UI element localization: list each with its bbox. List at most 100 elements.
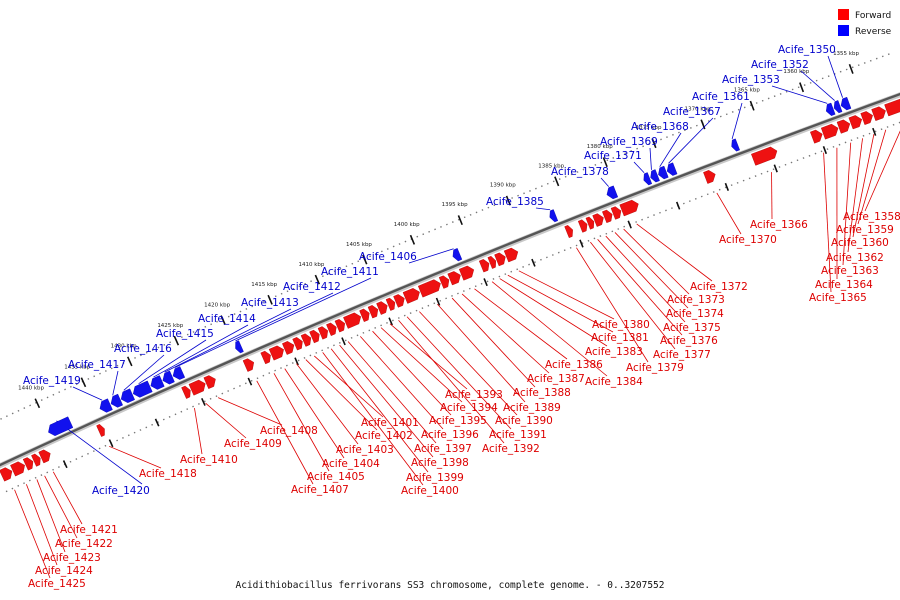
forward-gene-label: Acife_1381 <box>591 332 649 344</box>
forward-gene-arrow <box>260 350 271 365</box>
forward-label-leader <box>205 402 247 439</box>
kbp-tick-lower <box>108 439 114 448</box>
forward-label-leader <box>847 138 863 253</box>
forward-label-leader <box>597 239 683 336</box>
forward-gene-arrow <box>326 322 337 336</box>
reverse-label-leader <box>112 370 119 396</box>
forward-label-leader <box>491 281 608 377</box>
kbp-ticks: 1355 kbp 1360 kbp 1365 kbp 1370 kbp 1375 kbp… <box>18 51 877 469</box>
kbp-tick <box>267 294 273 305</box>
kbp-tick <box>848 63 854 74</box>
forward-gene-arrow <box>503 247 519 263</box>
reverse-gene-label: Acife_1361 <box>692 91 750 103</box>
forward-gene-arrow <box>836 119 851 134</box>
forward-gene-label: Acife_1387 <box>527 373 585 385</box>
forward-gene-arrow <box>494 252 506 267</box>
reverse-gene-arrow <box>833 100 843 114</box>
forward-gene-label: Acife_1402 <box>355 430 413 442</box>
forward-gene-arrow <box>376 301 388 315</box>
forward-label-leader <box>44 475 78 539</box>
forward-gene-arrow <box>181 385 191 399</box>
forward-gene-label: Acife_1366 <box>750 219 808 231</box>
reverse-gene-label: Acife_1353 <box>722 74 780 86</box>
forward-label-leader <box>372 330 452 416</box>
kbp-tick <box>80 377 87 388</box>
reverse-gene-label: Acife_1419 <box>23 375 81 387</box>
kbp-tick <box>749 100 755 111</box>
forward-label-leader <box>108 445 162 469</box>
kbp-tick <box>220 315 226 326</box>
forward-gene-label: Acife_1363 <box>821 265 879 277</box>
reverse-gene-label: Acife_1415 <box>156 328 214 340</box>
kbp-tick-lower <box>627 220 632 229</box>
forward-gene-label: Acife_1384 <box>585 376 643 388</box>
forward-gene-arrow <box>478 259 490 273</box>
forward-gene-label: Acife_1391 <box>489 429 547 441</box>
forward-gene-arrow <box>487 255 497 269</box>
reverse-label-leader <box>56 420 143 485</box>
forward-gene-label: Acife_1383 <box>585 346 643 358</box>
legend-reverse-label: Reverse <box>855 27 892 37</box>
legend-reverse-swatch <box>838 25 849 36</box>
reverse-label-leader <box>408 248 454 264</box>
forward-gene-arrow <box>820 123 839 140</box>
reverse-gene-label: Acife_1385 <box>486 196 544 208</box>
forward-gene-label: Acife_1399 <box>406 472 464 484</box>
kbp-tick <box>126 356 133 367</box>
forward-label-leader <box>474 288 568 360</box>
reverse-gene-arrow <box>666 162 678 176</box>
forward-gene-arrow <box>282 341 295 355</box>
forward-gene-label: Acife_1365 <box>809 292 867 304</box>
kbp-tick-label: 1420 kbp <box>204 302 230 308</box>
forward-gene-label: Acife_1418 <box>139 468 197 480</box>
kbp-tick-label: 1405 kbp <box>346 242 372 248</box>
forward-label-leader <box>347 341 437 444</box>
forward-label-leader <box>322 352 424 486</box>
forward-label-leader <box>313 355 384 418</box>
forward-label-leader <box>26 484 58 566</box>
reverse-label-leader <box>153 324 249 378</box>
reverse-gene-label: Acife_1371 <box>584 150 642 162</box>
reverse-gene-arrow <box>643 172 653 186</box>
forward-gene-arrow <box>242 358 255 372</box>
kbp-tick-lower <box>294 357 299 366</box>
forward-gene-label: Acife_1376 <box>660 335 718 347</box>
kbp-tick-label: 1430 kbp <box>111 344 137 350</box>
forward-label-leader <box>614 232 689 309</box>
forward-label-leader <box>360 336 444 430</box>
forward-gene-label: Acife_1400 <box>401 485 459 497</box>
forward-label-leader <box>52 471 83 525</box>
kbp-tick-lower <box>435 297 441 306</box>
forward-label-leader <box>823 152 832 293</box>
forward-label-leader <box>507 274 614 333</box>
forward-label-leader <box>437 303 526 403</box>
reverse-gene-label: Acife_1406 <box>359 251 417 263</box>
reverse-gene-label: Acife_1369 <box>600 136 658 148</box>
kbp-tick-label: 1435 kbp <box>64 365 90 371</box>
reverse-gene-arrow <box>150 375 165 390</box>
forward-gene-label: Acife_1397 <box>414 443 472 455</box>
forward-label-leader <box>398 320 505 444</box>
kbp-tick-lower <box>579 239 584 248</box>
kbp-tick-lower <box>531 258 536 267</box>
forward-gene-label: Acife_1375 <box>663 322 721 334</box>
forward-label-leader <box>194 408 203 455</box>
forward-label-leader <box>461 293 550 374</box>
reverse-label-leader <box>827 55 843 98</box>
kbp-tick-lower <box>62 460 68 469</box>
forward-gene-arrow <box>367 305 379 319</box>
forward-gene-arrow <box>447 271 461 286</box>
reverse-label-leader <box>659 132 682 167</box>
forward-gene-arrow <box>268 345 284 361</box>
kbp-tick-label: 1365 kbp <box>734 88 760 94</box>
forward-gene-arrow <box>585 216 595 230</box>
reverse-gene-label: Acife_1367 <box>663 106 721 118</box>
forward-label-leader <box>14 489 51 579</box>
forward-gene-label: Acife_1390 <box>495 415 553 427</box>
kbp-tick <box>602 157 608 168</box>
forward-gene-arrow <box>592 213 604 227</box>
reverse-gene-label: Acife_1417 <box>68 359 126 371</box>
forward-label-leader <box>296 363 359 445</box>
kbp-tick <box>700 119 706 130</box>
